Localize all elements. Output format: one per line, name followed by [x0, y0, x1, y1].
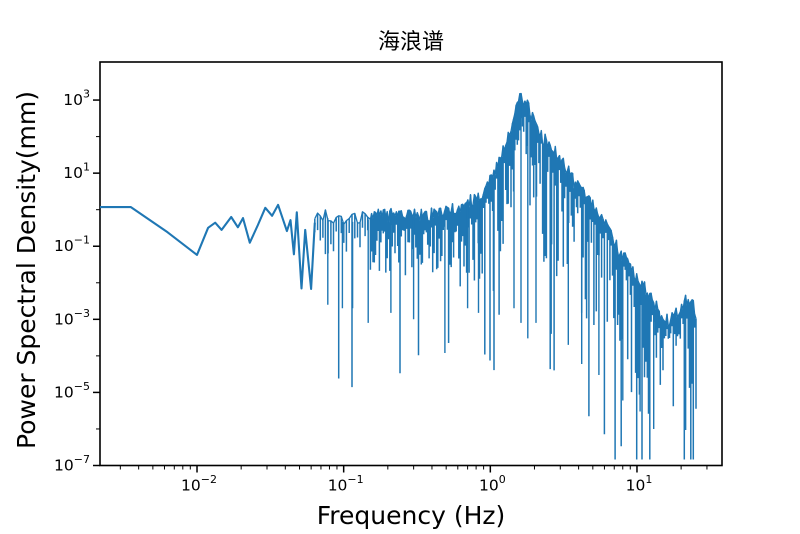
- spectrum-low-freq-line: [100, 203, 316, 290]
- tick-label: 101: [626, 473, 653, 495]
- chart-title: 海浪谱: [377, 30, 444, 55]
- tick-label: 10−7: [54, 453, 90, 475]
- y-axis-ticks: [93, 99, 100, 467]
- tick-label: 10−1: [54, 234, 90, 256]
- spectrum-deep-spikes: [327, 100, 655, 429]
- y-axis-label: Power Spectral Density(mm): [12, 91, 41, 449]
- tick-label: 10−5: [54, 380, 90, 402]
- y-axis-tick-labels: 103 101 10−1 10−3 10−5 10−7: [54, 88, 90, 475]
- x-axis-tick-labels: 10−2 10−1 100 101: [181, 473, 652, 495]
- tick-label: 101: [63, 161, 90, 183]
- tick-label: 10−2: [181, 473, 217, 495]
- tick-label: 100: [479, 473, 506, 495]
- tick-label: 10−3: [54, 307, 90, 329]
- x-axis-label: Frequency (Hz): [316, 501, 506, 530]
- tick-label: 103: [63, 88, 90, 110]
- x-axis-ticks: [196, 465, 638, 473]
- plot-border: [99, 61, 723, 467]
- x-minor-ticks: [119, 465, 708, 470]
- spectrum-noise-band: [314, 93, 697, 460]
- tick-label: 10−1: [328, 473, 364, 495]
- y-minor-ticks: [96, 136, 100, 430]
